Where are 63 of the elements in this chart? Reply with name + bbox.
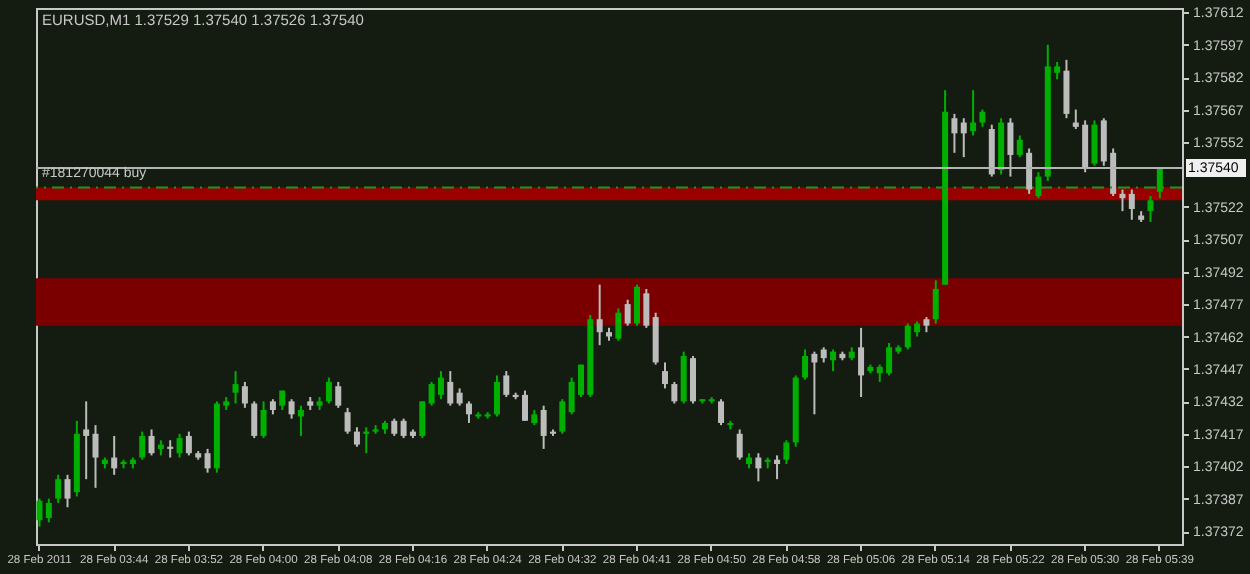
candlestick: [260, 400, 267, 440]
candlestick: [634, 283, 641, 327]
candlestick: [521, 389, 528, 422]
candlestick: [643, 287, 650, 329]
candlestick: [1063, 58, 1070, 120]
candlestick: [951, 112, 958, 154]
candlestick: [783, 439, 790, 466]
candlestick: [1119, 188, 1126, 213]
candlestick: [204, 447, 211, 474]
candlestick: [802, 348, 809, 381]
candlestick: [45, 497, 52, 524]
candlestick: [970, 89, 977, 137]
candlestick: [251, 400, 258, 440]
candlestick: [55, 473, 62, 504]
candlestick: [325, 376, 332, 405]
candlestick: [1035, 171, 1042, 200]
candlestick: [596, 283, 603, 347]
candlestick: [83, 400, 90, 481]
candlestick: [671, 380, 678, 405]
candlestick: [297, 404, 304, 437]
candlestick: [344, 406, 351, 435]
candlestick: [1156, 166, 1163, 200]
candlestick: [662, 361, 669, 390]
candlestick: [363, 426, 370, 455]
candlestick: [755, 452, 762, 483]
candlestick: [960, 117, 967, 159]
candlestick: [736, 428, 743, 461]
candlestick: [718, 398, 725, 427]
candlestick: [811, 350, 818, 416]
candlestick: [148, 428, 155, 457]
candlestick: [624, 298, 631, 327]
candlestick: [353, 426, 360, 448]
candlestick: [1091, 119, 1098, 167]
candlestick: [176, 432, 183, 459]
candlestick: [1147, 195, 1154, 223]
candlestick: [830, 348, 837, 373]
candlestick: [92, 424, 99, 489]
candlestick: [680, 350, 687, 405]
candlestick: [858, 326, 865, 399]
candlestick: [559, 398, 566, 435]
candlestick: [1016, 134, 1023, 159]
candlestick: [503, 370, 510, 399]
candlestick: [437, 370, 444, 401]
candlestick: [932, 279, 939, 325]
candlestick: [288, 398, 295, 420]
candlestick: [185, 430, 192, 457]
candlestick: [465, 400, 472, 424]
candlestick: [139, 430, 146, 461]
candlestick: [111, 434, 118, 476]
candlestick: [690, 354, 697, 405]
candlestick: [167, 439, 174, 459]
candlestick: [447, 370, 454, 407]
candlestick: [335, 380, 342, 409]
candlestick: [64, 473, 71, 509]
candlestick: [774, 454, 781, 481]
candlestick: [615, 307, 622, 342]
candlestick: [493, 374, 500, 418]
candlestick: [419, 400, 426, 440]
candlestick: [232, 370, 239, 405]
candlestick: [998, 117, 1005, 176]
candlestick: [241, 380, 248, 409]
candlestick: [1128, 188, 1135, 221]
candlestick: [652, 311, 659, 366]
